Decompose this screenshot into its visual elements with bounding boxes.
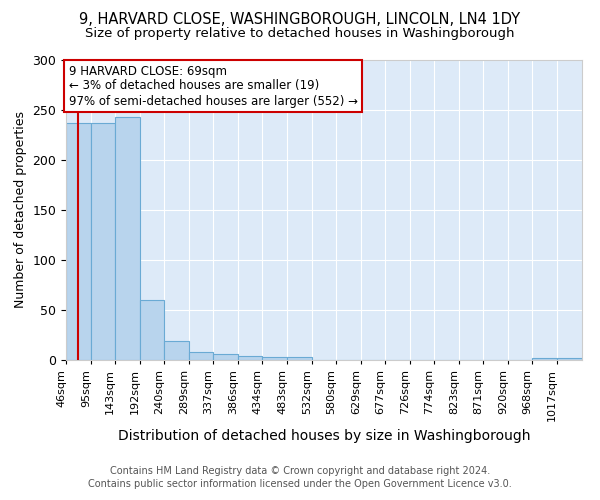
Bar bbox=[66, 123, 91, 360]
Text: Contains public sector information licensed under the Open Government Licence v3: Contains public sector information licen… bbox=[88, 479, 512, 489]
Text: Size of property relative to detached houses in Washingborough: Size of property relative to detached ho… bbox=[85, 28, 515, 40]
Bar bbox=[213, 354, 238, 360]
Bar bbox=[287, 357, 312, 360]
Text: 9, HARVARD CLOSE, WASHINGBOROUGH, LINCOLN, LN4 1DY: 9, HARVARD CLOSE, WASHINGBOROUGH, LINCOL… bbox=[79, 12, 521, 28]
Bar bbox=[238, 356, 262, 360]
Bar bbox=[262, 357, 287, 360]
Bar bbox=[140, 300, 164, 360]
Bar bbox=[189, 352, 213, 360]
Y-axis label: Number of detached properties: Number of detached properties bbox=[14, 112, 27, 308]
Bar bbox=[557, 358, 582, 360]
Bar bbox=[91, 123, 115, 360]
Bar bbox=[115, 117, 140, 360]
Bar bbox=[532, 358, 557, 360]
Text: 9 HARVARD CLOSE: 69sqm
← 3% of detached houses are smaller (19)
97% of semi-deta: 9 HARVARD CLOSE: 69sqm ← 3% of detached … bbox=[68, 64, 358, 108]
X-axis label: Distribution of detached houses by size in Washingborough: Distribution of detached houses by size … bbox=[118, 429, 530, 443]
Bar bbox=[164, 341, 189, 360]
Text: Contains HM Land Registry data © Crown copyright and database right 2024.: Contains HM Land Registry data © Crown c… bbox=[110, 466, 490, 476]
